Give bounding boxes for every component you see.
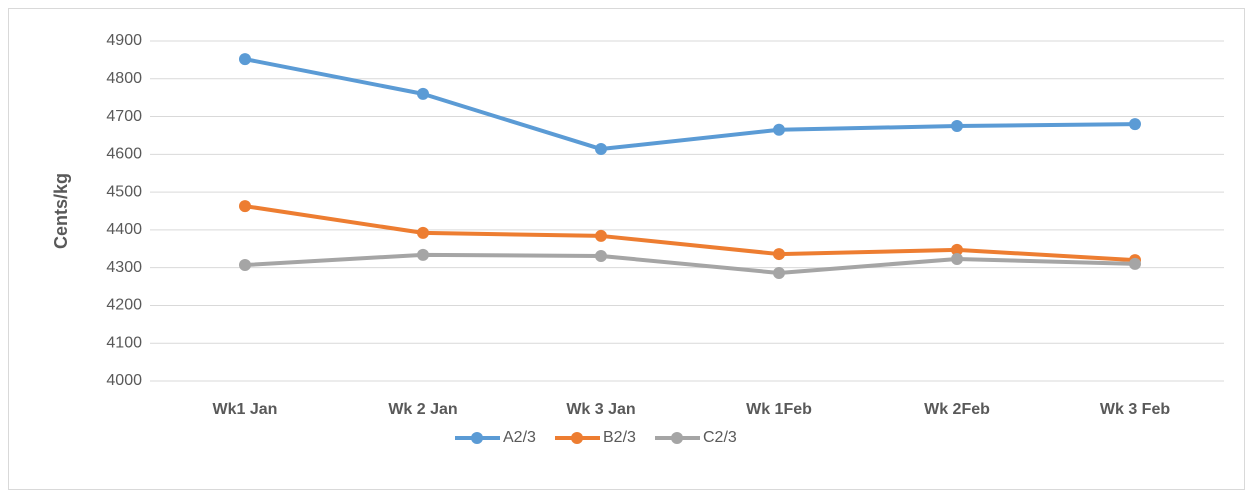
x-tick-label: Wk 3 Feb — [1100, 401, 1170, 418]
y-tick-label: 4700 — [106, 108, 142, 125]
series-line — [244, 204, 1136, 263]
data-point — [239, 200, 251, 213]
y-tick-label: 4400 — [106, 221, 142, 238]
series-line — [244, 252, 1136, 275]
data-point — [595, 143, 607, 156]
y-tick-label: 4600 — [106, 146, 142, 163]
y-tick-label: 4500 — [106, 183, 142, 200]
legend-marker — [671, 432, 683, 444]
data-point — [239, 259, 251, 272]
data-point — [417, 248, 429, 261]
chart-frame — [8, 8, 1245, 490]
x-tick-label: Wk 1Feb — [746, 401, 812, 418]
data-point — [773, 248, 785, 261]
data-point — [951, 243, 963, 256]
data-point — [773, 123, 785, 136]
data-point — [595, 249, 607, 262]
x-tick-label: Wk1 Jan — [213, 401, 278, 418]
data-point — [951, 120, 963, 132]
legend-label: C2/3 — [703, 429, 737, 446]
data-point — [239, 53, 251, 66]
data-point — [951, 252, 963, 265]
data-point — [1129, 118, 1141, 131]
x-tick-label: Wk 2 Jan — [388, 401, 457, 418]
x-tick-label: Wk 3 Jan — [566, 401, 635, 418]
data-point — [773, 266, 785, 279]
y-tick-label: 4300 — [106, 259, 142, 276]
legend-marker — [471, 432, 483, 444]
y-tick-label: 4000 — [106, 372, 142, 389]
y-tick-label: 4200 — [106, 297, 142, 314]
legend-label: A2/3 — [503, 429, 536, 446]
y-tick-label: 4800 — [106, 70, 142, 87]
y-axis-title: Cents/kg — [51, 173, 71, 249]
data-point — [417, 87, 429, 100]
legend-marker — [571, 432, 583, 444]
data-point — [1129, 257, 1141, 270]
y-tick-label: 4100 — [106, 334, 142, 351]
data-point — [417, 226, 429, 239]
x-tick-label: Wk 2Feb — [924, 401, 990, 418]
y-tick-label: 4900 — [106, 32, 142, 49]
data-point — [595, 229, 607, 242]
legend-label: B2/3 — [603, 429, 636, 446]
series-line — [244, 57, 1136, 152]
